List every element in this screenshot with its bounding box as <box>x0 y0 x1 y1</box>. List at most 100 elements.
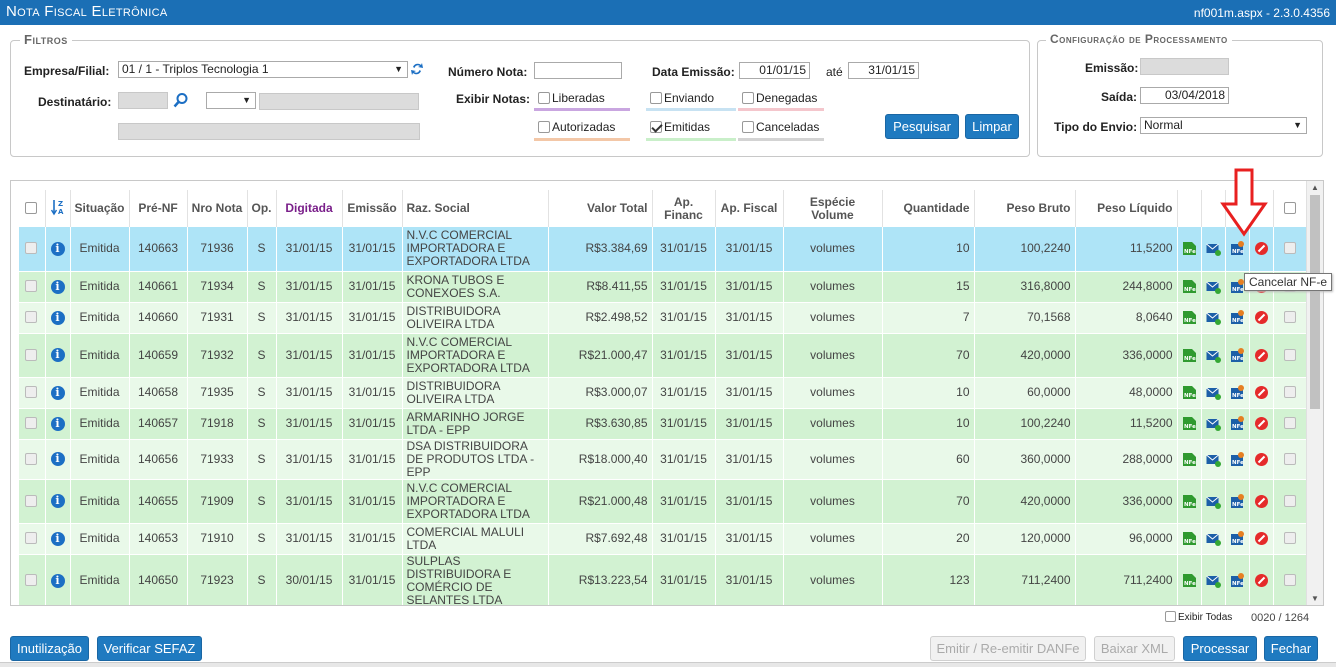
status-denegadas[interactable]: Denegadas <box>742 91 817 105</box>
send-email-icon[interactable] <box>1201 377 1226 409</box>
destinatario-code-input[interactable] <box>118 92 168 109</box>
info-icon[interactable]: i <box>45 377 71 409</box>
send-email-icon[interactable] <box>1201 439 1226 480</box>
checkbox[interactable] <box>538 121 550 133</box>
row-select-cell[interactable] <box>1273 227 1310 272</box>
col-bruto[interactable]: Peso Bruto <box>974 190 1076 227</box>
send-email-icon[interactable] <box>1201 271 1226 303</box>
cancel-nfe-icon[interactable] <box>1249 439 1274 480</box>
checkbox[interactable] <box>742 121 754 133</box>
col-qtd[interactable]: Quantidade <box>882 190 975 227</box>
row-checkbox[interactable] <box>24 242 37 255</box>
status-canceladas[interactable]: Canceladas <box>742 120 819 134</box>
row-checkbox[interactable] <box>24 532 37 544</box>
checkbox[interactable] <box>650 92 662 104</box>
col-valor[interactable]: Valor Total <box>548 190 653 227</box>
col-prenf[interactable]: Pré-NF <box>129 190 188 227</box>
info-icon[interactable]: i <box>45 227 71 272</box>
nfe-pdf-icon[interactable]: NFe <box>1177 227 1202 272</box>
row-select-cell[interactable] <box>1273 408 1310 440</box>
table-row[interactable]: i Emitida 140660 71931 S 31/01/15 31/01/15 DIST… <box>19 302 1310 334</box>
cancel-nfe-icon[interactable] <box>1249 479 1274 524</box>
info-icon[interactable]: i <box>45 554 71 605</box>
cancel-nfe-icon[interactable] <box>1249 554 1274 605</box>
row-checkbox[interactable] <box>24 280 37 292</box>
download-xml-icon[interactable]: NFe <box>1225 554 1250 605</box>
download-xml-icon[interactable]: NFe <box>1225 408 1250 440</box>
col-situacao[interactable]: Situação <box>70 190 130 227</box>
row-select-cell[interactable] <box>1273 479 1310 524</box>
row-checkbox[interactable] <box>24 452 37 465</box>
exibir-todas[interactable]: Exibir Todas <box>1165 611 1232 623</box>
info-icon[interactable]: i <box>45 333 71 378</box>
info-icon[interactable]: i <box>45 408 71 440</box>
col-apfin[interactable]: Ap. Financ <box>652 190 716 227</box>
table-row[interactable]: i Emitida 140650 71923 S 30/01/15 31/01/15 SULP… <box>19 554 1310 605</box>
col-emissao[interactable]: Emissão <box>342 190 403 227</box>
nfe-pdf-icon[interactable]: NFe <box>1177 333 1202 378</box>
pesquisar-button[interactable]: Pesquisar <box>885 114 959 139</box>
scroll-up-icon[interactable]: ▲ <box>1311 183 1319 192</box>
checkbox[interactable] <box>742 92 754 104</box>
send-email-icon[interactable] <box>1201 554 1226 605</box>
col-especie[interactable]: Espécie Volume <box>783 190 883 227</box>
table-row[interactable]: i Emitida 140655 71909 S 31/01/15 31/01/15 N.V.… <box>19 479 1310 524</box>
row-select-checkbox[interactable] <box>1284 242 1297 255</box>
download-xml-icon[interactable]: NFe <box>1225 479 1250 524</box>
checkbox-checked[interactable] <box>650 121 662 133</box>
nfe-pdf-icon[interactable]: NFe <box>1177 302 1202 334</box>
row-checkbox[interactable] <box>24 311 37 323</box>
status-autorizadas[interactable]: Autorizadas <box>538 120 615 134</box>
numero-input[interactable] <box>534 62 622 79</box>
emitir-danfe-button[interactable]: Emitir / Re-emitir DANFe <box>930 636 1086 661</box>
checkbox[interactable] <box>1165 611 1176 622</box>
checkbox[interactable] <box>538 92 550 104</box>
send-email-icon[interactable] <box>1201 302 1226 334</box>
row-checkbox-cell[interactable] <box>19 227 46 272</box>
info-icon[interactable]: i <box>45 271 71 303</box>
row-checkbox[interactable] <box>24 574 37 586</box>
nfe-pdf-icon[interactable]: NFe <box>1177 408 1202 440</box>
cancel-nfe-icon[interactable] <box>1249 377 1274 409</box>
inutilizacao-button[interactable]: Inutilização <box>10 636 89 661</box>
row-select-checkbox[interactable] <box>1284 532 1297 544</box>
row-select-checkbox[interactable] <box>1284 417 1297 429</box>
config-saida-input[interactable]: 03/04/2018 <box>1140 87 1229 104</box>
row-select-cell[interactable] <box>1273 554 1310 605</box>
table-row[interactable]: i Emitida 140661 71934 S 31/01/15 31/01/15 KRON… <box>19 271 1310 303</box>
send-email-icon[interactable] <box>1201 333 1226 378</box>
row-select-cell[interactable] <box>1273 439 1310 480</box>
row-select-checkbox[interactable] <box>1284 311 1297 323</box>
table-row[interactable]: i Emitida 140659 71932 S 31/01/15 31/01/15 N.V.… <box>19 333 1310 378</box>
verificar-sefaz-button[interactable]: Verificar SEFAZ <box>97 636 202 661</box>
row-select-checkbox[interactable] <box>1284 574 1297 586</box>
row-checkbox-cell[interactable] <box>19 377 46 409</box>
row-checkbox-cell[interactable] <box>19 479 46 524</box>
download-xml-icon[interactable]: NFe <box>1225 227 1250 272</box>
col-razao[interactable]: Raz. Social <box>402 190 549 227</box>
nfe-pdf-icon[interactable]: NFe <box>1177 523 1202 555</box>
send-email-icon[interactable] <box>1201 523 1226 555</box>
row-checkbox[interactable] <box>24 386 37 398</box>
info-icon[interactable]: i <box>45 523 71 555</box>
baixar-xml-button[interactable]: Baixar XML <box>1094 636 1175 661</box>
status-liberadas[interactable]: Liberadas <box>538 91 605 105</box>
row-checkbox-cell[interactable] <box>19 271 46 303</box>
limpar-button[interactable]: Limpar <box>965 114 1019 139</box>
send-email-icon[interactable] <box>1201 408 1226 440</box>
col-apfis[interactable]: Ap. Fiscal <box>715 190 784 227</box>
empresa-select[interactable]: 01 / 1 - Triplos Tecnologia 1 ▼ <box>118 61 408 78</box>
col-digitada[interactable]: Digitada <box>276 190 343 227</box>
nfe-pdf-icon[interactable]: NFe <box>1177 439 1202 480</box>
select-all-right-cell[interactable] <box>1273 190 1310 227</box>
nfe-pdf-icon[interactable]: NFe <box>1177 377 1202 409</box>
row-select-checkbox[interactable] <box>1284 452 1297 465</box>
info-icon[interactable]: i <box>45 479 71 524</box>
table-row[interactable]: i Emitida 140663 71936 S 31/01/15 31/01/15 N.V.… <box>19 227 1310 272</box>
scroll-down-icon[interactable]: ▼ <box>1311 594 1319 603</box>
cancel-nfe-icon[interactable] <box>1249 333 1274 378</box>
row-checkbox-cell[interactable] <box>19 333 46 378</box>
table-row[interactable]: i Emitida 140656 71933 S 31/01/15 31/01/15 DSA … <box>19 439 1310 480</box>
send-email-icon[interactable] <box>1201 479 1226 524</box>
row-checkbox-cell[interactable] <box>19 408 46 440</box>
